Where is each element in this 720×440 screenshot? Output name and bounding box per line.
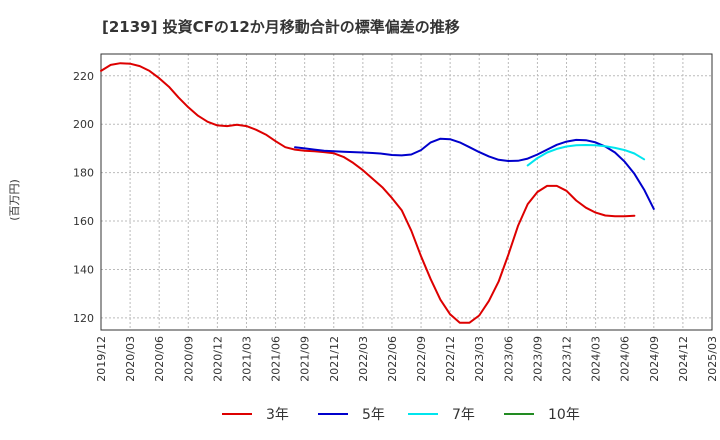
x-tick-label-2021/03: 2021/03 <box>240 336 253 382</box>
plot-frame <box>100 53 713 331</box>
x-tick-label-2024/12: 2024/12 <box>677 336 690 382</box>
series-lines <box>100 62 655 324</box>
x-tick-label-2020/12: 2020/12 <box>211 336 224 382</box>
x-tick-label-2020/03: 2020/03 <box>124 336 137 382</box>
x-tick-label-2023/09: 2023/09 <box>531 336 544 382</box>
x-tick-label-2022/03: 2022/03 <box>357 336 370 382</box>
legend-label-3: 7年 <box>452 407 475 423</box>
y-tick-label-160: 160 <box>73 215 94 228</box>
x-tick-label-2023/06: 2023/06 <box>502 336 515 382</box>
x-tick-label-2024/03: 2024/03 <box>590 336 603 382</box>
x-tick-label-2022/06: 2022/06 <box>386 336 399 382</box>
series-line-3 <box>526 144 646 167</box>
x-tick-label-2020/06: 2020/06 <box>153 336 166 382</box>
axes: 120 140 160 180 200 220 2019/12 2020/03 2020/06 2… <box>73 53 719 382</box>
x-tick-label-2021/12: 2021/12 <box>328 336 341 382</box>
x-tick-label-2019/12: 2019/12 <box>95 336 108 382</box>
x-tick-label-2024/09: 2024/09 <box>648 336 661 382</box>
x-tick-label-2023/03: 2023/03 <box>473 336 486 382</box>
x-tick-label-2021/09: 2021/09 <box>299 336 312 382</box>
y-tick-label-220: 220 <box>73 70 94 83</box>
x-tick-label-2022/12: 2022/12 <box>444 336 457 382</box>
series-line-1 <box>100 62 636 324</box>
y-tick-label-120: 120 <box>73 312 94 325</box>
x-tick-label-2025/03: 2025/03 <box>706 336 719 382</box>
x-tick-label-2024/06: 2024/06 <box>619 336 632 382</box>
x-tick-label-2022/09: 2022/09 <box>415 336 428 382</box>
y-tick-label-200: 200 <box>73 118 94 131</box>
legend-label-2: 5年 <box>362 407 385 423</box>
y-tick-label-180: 180 <box>73 167 94 180</box>
legend-label-1: 3年 <box>266 407 289 423</box>
legend-label-4: 10年 <box>548 407 580 423</box>
legend: 3年 5年 7年 10年 <box>222 407 580 423</box>
grid-lines <box>100 54 713 330</box>
series-line-2 <box>294 137 655 210</box>
x-tick-label-2020/09: 2020/09 <box>182 336 195 382</box>
y-axis-label: (百万円) <box>8 179 21 221</box>
x-tick-label-2021/06: 2021/06 <box>270 336 283 382</box>
chart-title: [2139] 投資CFの12か月移動合計の標準偏差の推移 <box>102 18 460 36</box>
x-tick-label-2023/12: 2023/12 <box>561 336 574 382</box>
y-tick-label-140: 140 <box>73 263 94 276</box>
